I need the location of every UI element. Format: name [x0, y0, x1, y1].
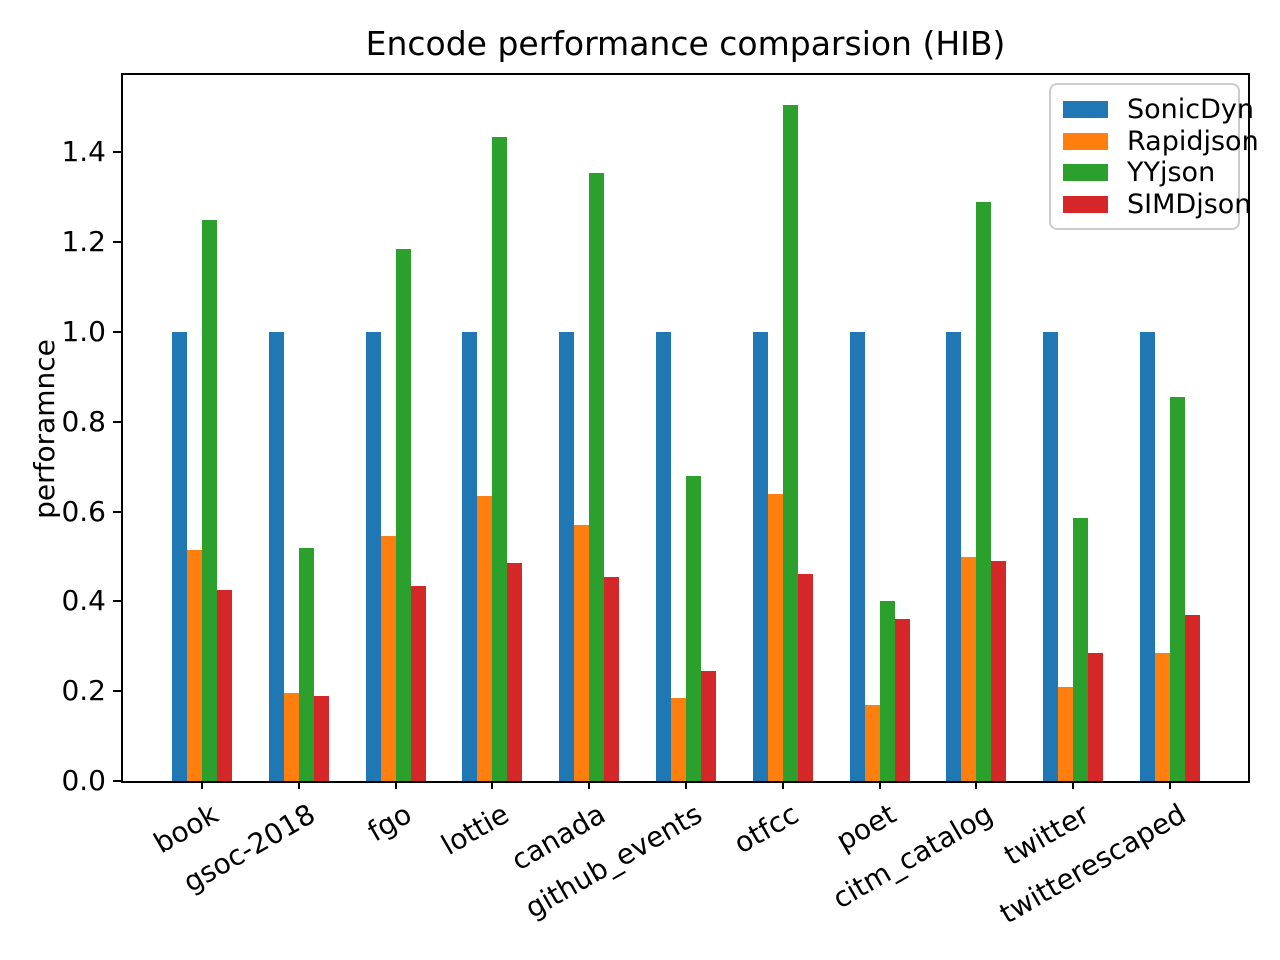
- bar-YYjson-poet: [879, 601, 895, 781]
- bar-SIMDjson-canada: [604, 576, 620, 781]
- legend-swatch-Rapidjson: [1063, 132, 1108, 150]
- y-tick-mark: [113, 241, 121, 244]
- bar-Rapidjson-twitter: [1058, 686, 1074, 781]
- y-tick-mark: [113, 510, 121, 513]
- bar-SonicDyn-otfcc: [752, 332, 768, 781]
- legend-swatch-SonicDyn: [1063, 101, 1108, 119]
- bar-SIMDjson-github_events: [701, 671, 716, 781]
- bar-SIMDjson-twitterescaped: [1185, 614, 1200, 781]
- x-tick-mark: [975, 781, 978, 789]
- y-tick-mark: [113, 420, 121, 423]
- bar-Rapidjson-poet: [864, 704, 880, 781]
- legend-swatch-SIMDjson: [1063, 195, 1108, 213]
- bar-SonicDyn-github_events: [656, 332, 671, 781]
- bar-YYjson-twitter: [1073, 518, 1089, 781]
- y-tick-label: 0.2: [61, 674, 106, 708]
- legend-item-YYjson: YYjson: [1063, 157, 1226, 189]
- legend-swatch-YYjson: [1063, 164, 1108, 182]
- y-tick-mark: [113, 331, 121, 333]
- bar-SIMDjson-twitter: [1088, 653, 1104, 781]
- bar-YYjson-fgo: [395, 248, 411, 781]
- bar-SonicDyn-gsoc-2018: [268, 332, 284, 781]
- bar-SIMDjson-book: [217, 590, 232, 781]
- x-tick-mark: [394, 781, 397, 789]
- bar-Rapidjson-github_events: [671, 697, 686, 781]
- x-tick-mark: [201, 781, 203, 789]
- chart-title: Encode performance comparsion (HIB): [365, 24, 1006, 63]
- legend-label-Rapidjson: Rapidjson: [1127, 125, 1259, 157]
- y-tick-label: 1.2: [61, 225, 106, 259]
- bar-SIMDjson-gsoc-2018: [313, 695, 329, 781]
- bar-YYjson-otfcc: [782, 105, 798, 781]
- x-tick-mark: [781, 781, 784, 789]
- bar-SonicDyn-book: [172, 332, 187, 781]
- bar-Rapidjson-twitterescaped: [1155, 653, 1170, 781]
- bar-SIMDjson-lottie: [507, 563, 523, 781]
- y-tick-mark: [113, 690, 121, 693]
- bar-SonicDyn-canada: [559, 332, 575, 781]
- x-tick-mark: [1072, 781, 1075, 789]
- x-tick-label-poet: poet: [829, 797, 902, 858]
- y-tick-mark: [113, 780, 121, 782]
- legend-item-SIMDjson: SIMDjson: [1063, 189, 1251, 221]
- y-tick-label: 1.4: [61, 135, 106, 169]
- x-tick-mark: [297, 781, 300, 789]
- plot-area: SonicDyn Rapidjson YYjson SIMDjson: [121, 73, 1259, 783]
- y-tick-label: 0.6: [61, 494, 106, 528]
- y-tick-mark: [113, 600, 121, 603]
- y-tick-label: 0.0: [61, 764, 106, 797]
- legend-label-SonicDyn: SonicDyn: [1127, 94, 1254, 126]
- bar-YYjson-lottie: [492, 136, 508, 781]
- bar-YYjson-book: [202, 219, 217, 781]
- x-tick-mark: [588, 781, 591, 789]
- bar-SonicDyn-twitter: [1043, 332, 1059, 781]
- x-tick-label-lottie: lottie: [435, 797, 514, 862]
- x-tick-mark: [1169, 781, 1171, 789]
- x-tick-label-fgo: fgo: [361, 797, 418, 849]
- legend: SonicDyn Rapidjson YYjson SIMDjson: [1049, 83, 1259, 230]
- x-tick-label-otfcc: otfcc: [728, 797, 805, 861]
- x-tick-mark: [685, 781, 687, 789]
- legend-label-SIMDjson: SIMDjson: [1127, 188, 1252, 220]
- legend-label-YYjson: YYjson: [1127, 157, 1216, 189]
- bar-Rapidjson-gsoc-2018: [283, 693, 299, 781]
- bar-YYjson-twitterescaped: [1170, 397, 1185, 781]
- bar-Rapidjson-otfcc: [767, 493, 783, 781]
- bar-YYjson-citm_catalog: [976, 201, 992, 781]
- bar-Rapidjson-citm_catalog: [961, 556, 977, 781]
- x-tick-mark: [491, 781, 494, 789]
- y-tick-label: 0.4: [61, 584, 106, 618]
- bar-YYjson-canada: [589, 172, 605, 781]
- y-tick-label: 1.0: [61, 315, 106, 348]
- legend-item-Rapidjson: Rapidjson: [1063, 126, 1259, 158]
- bar-SonicDyn-twitterescaped: [1140, 332, 1155, 781]
- bar-SonicDyn-lottie: [462, 332, 478, 781]
- bar-Rapidjson-fgo: [380, 536, 396, 781]
- bar-Rapidjson-canada: [574, 525, 590, 781]
- bar-SonicDyn-poet: [849, 332, 865, 781]
- bar-Rapidjson-book: [187, 549, 202, 781]
- bar-YYjson-github_events: [686, 475, 701, 781]
- y-tick-mark: [113, 151, 121, 154]
- x-tick-mark: [878, 781, 881, 789]
- bar-SIMDjson-citm_catalog: [991, 561, 1007, 781]
- bar-SIMDjson-poet: [894, 619, 910, 781]
- bar-SonicDyn-fgo: [365, 332, 381, 781]
- bar-SonicDyn-citm_catalog: [946, 332, 962, 781]
- bar-SIMDjson-fgo: [410, 585, 426, 781]
- y-tick-label: 0.8: [61, 404, 106, 438]
- legend-item-SonicDyn: SonicDyn: [1063, 94, 1254, 126]
- bar-Rapidjson-lottie: [477, 495, 493, 781]
- bar-YYjson-gsoc-2018: [298, 547, 314, 781]
- bar-SIMDjson-otfcc: [797, 574, 813, 781]
